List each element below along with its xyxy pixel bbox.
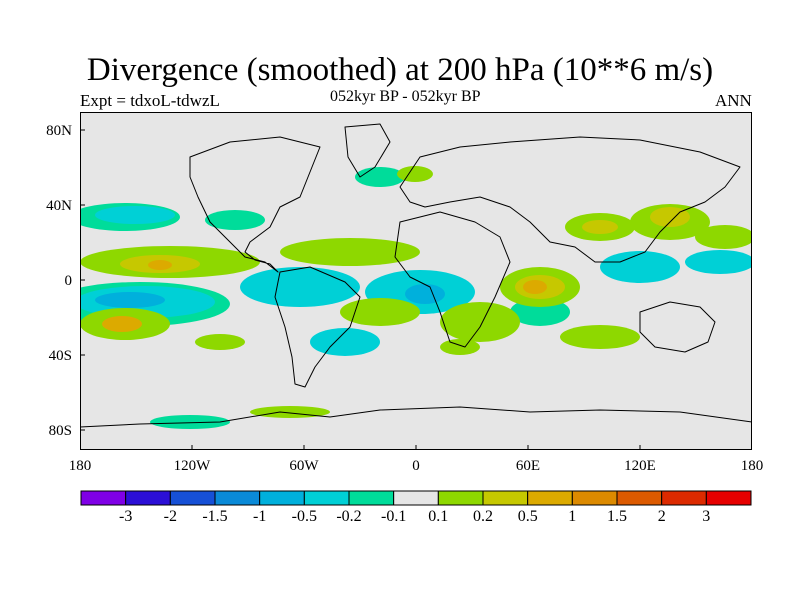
colorbar-swatch <box>705 490 752 506</box>
colorbar-label: 0.1 <box>428 508 449 525</box>
period-label: 052kyr BP - 052kyr BP <box>330 88 481 105</box>
map-panel <box>80 112 752 450</box>
field-patch <box>560 325 640 349</box>
colorbar-label: -2 <box>163 508 177 525</box>
colorbar-swatch <box>661 490 707 506</box>
colorbar-swatch <box>259 490 305 506</box>
colorbar-swatch <box>348 490 395 506</box>
field-patch <box>148 260 172 270</box>
colorbar-label: 1.5 <box>607 508 627 525</box>
coastline <box>639 301 716 353</box>
field-patch <box>340 298 420 326</box>
colorbar-swatch <box>437 490 484 506</box>
coastline-outlines <box>80 123 752 428</box>
tick-marks <box>80 129 641 450</box>
colorbar-label: 0.2 <box>473 508 493 525</box>
experiment-label: Expt = tdxoL-tdwzL <box>80 91 220 110</box>
colorbar-label: -1.5 <box>202 508 228 525</box>
colorbar-swatch <box>571 490 618 506</box>
lon-tick-label: 60E <box>515 458 541 474</box>
lon-tick-label: 0 <box>412 458 420 474</box>
field-patch <box>102 316 142 332</box>
coastline <box>189 136 321 273</box>
coastline <box>274 266 361 388</box>
field-patch <box>355 167 405 187</box>
lon-tick-label: 60W <box>289 458 319 474</box>
coastline <box>394 211 511 348</box>
colorbar-label: -0.2 <box>336 508 362 525</box>
coastline <box>344 123 391 178</box>
colorbar-swatch <box>393 490 439 506</box>
field-patch <box>440 339 480 355</box>
figure-title: Divergence (smoothed) at 200 hPa (10**6 … <box>86 52 714 88</box>
field-patch <box>523 280 547 294</box>
field-patch <box>440 302 520 342</box>
field-patch <box>95 206 175 224</box>
lon-tick-label: 120W <box>173 458 211 474</box>
field-patch <box>685 250 752 274</box>
lat-tick-label: 80N <box>46 123 72 139</box>
lat-tick-label: 40S <box>48 348 72 364</box>
coastline <box>80 406 752 428</box>
colorbar-swatch <box>527 490 573 506</box>
colorbar-label: -1 <box>253 508 267 525</box>
lon-tick-label: 120E <box>624 458 656 474</box>
colorbar-label: 1 <box>568 508 577 525</box>
colorbar-swatch <box>80 490 127 506</box>
colorbar-swatch <box>482 490 529 506</box>
colorbar-label: -0.1 <box>381 508 407 525</box>
season-label: ANN <box>715 91 752 110</box>
colorbar <box>80 490 752 506</box>
field-patch <box>150 415 230 429</box>
colorbar-swatch <box>125 490 171 506</box>
colorbar-label: 3 <box>702 508 711 525</box>
coastline <box>399 136 741 263</box>
field-patch <box>600 251 680 283</box>
colorbar-label: -3 <box>119 508 133 525</box>
lat-tick-label: 80S <box>48 423 72 439</box>
colorbar-swatch <box>169 490 216 506</box>
field-patch <box>95 292 165 308</box>
divergence-field <box>80 166 752 429</box>
field-patch <box>397 166 433 182</box>
colorbar-label: 0.5 <box>517 508 538 525</box>
field-patch <box>280 238 420 266</box>
lat-tick-label: 0 <box>64 273 73 289</box>
field-patch <box>240 267 360 307</box>
colorbar-swatch <box>214 490 261 506</box>
field-patch <box>195 334 245 350</box>
field-patch <box>205 210 265 230</box>
lon-tick-label: 180 <box>68 458 92 474</box>
colorbar-label: 2 <box>657 508 666 525</box>
colorbar-swatch <box>303 490 350 506</box>
colorbar-label: -0.5 <box>291 508 317 525</box>
field-patch <box>405 284 445 304</box>
lat-tick-label: 40N <box>46 198 72 214</box>
colorbar-swatch <box>616 490 663 506</box>
field-patch <box>582 220 618 234</box>
lon-tick-label: 180 <box>740 458 764 474</box>
field-patch <box>310 328 380 356</box>
field-patch <box>695 225 752 249</box>
